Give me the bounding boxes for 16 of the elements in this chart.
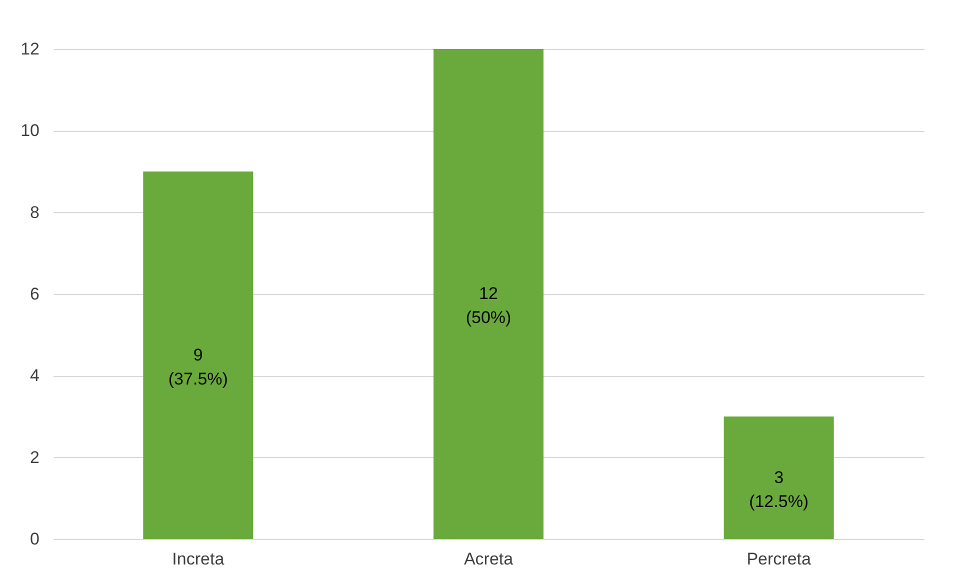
bar <box>143 172 254 539</box>
y-tick-label: 6 <box>30 284 40 304</box>
y-tick-label: 12 <box>20 40 40 58</box>
x-tick-label: Acreta <box>464 550 514 568</box>
data-label: 9 (37.5%) <box>168 345 228 388</box>
x-tick-label: Increta <box>172 550 225 568</box>
data-label: 12 (50%) <box>466 284 512 327</box>
y-tick-label: 4 <box>30 366 40 386</box>
y-tick-label: 2 <box>30 448 40 467</box>
y-tick-label: 8 <box>30 202 40 222</box>
x-tick-label: Percreta <box>746 550 812 568</box>
y-tick-label: 10 <box>20 121 40 140</box>
bar <box>724 416 834 539</box>
y-tick-label: 0 <box>30 530 40 548</box>
data-label: 3 (12.5%) <box>749 468 809 511</box>
bar <box>434 49 544 539</box>
